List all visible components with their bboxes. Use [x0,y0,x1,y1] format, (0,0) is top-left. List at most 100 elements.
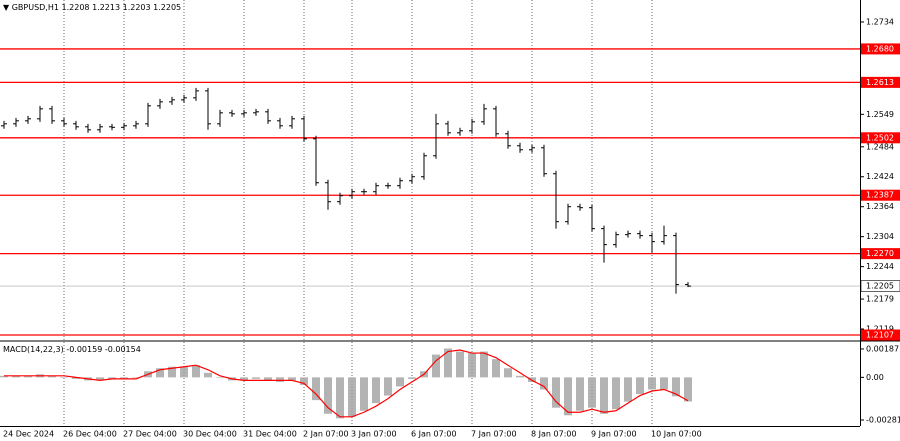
y-tick-label: 1.2549 [866,110,894,119]
macd-bar [564,377,572,416]
x-tick-label: 27 Dec 04:00 [123,430,177,439]
macd-y-tick-label: 0.00187 [866,344,899,353]
level-label: 1.2680 [866,44,894,53]
level-label-box [861,76,900,88]
macd-bar [252,377,260,379]
macd-bar [204,372,212,378]
macd-bar [192,365,200,378]
y-tick-label: 1.2179 [866,295,894,304]
macd-bar [588,377,596,408]
x-tick-label: 8 Jan 07:00 [531,430,577,439]
macd-bar [288,377,296,381]
macd-bar [324,377,332,414]
x-tick-label: 3 Jan 07:00 [351,430,397,439]
macd-bar [348,377,356,417]
y-tick-label: 1.2119 [866,325,894,334]
x-tick-label: 9 Jan 07:00 [591,430,637,439]
level-label-box [861,189,900,201]
macd-bar [312,377,320,401]
macd-bar [516,375,524,378]
macd-bar [108,377,116,379]
y-tick-label: 1.2734 [866,17,894,26]
level-label: 1.2107 [866,331,894,340]
macd-bar [12,375,20,378]
macd-bar [444,348,452,378]
macd-bar [216,377,224,378]
y-tick-label: 1.2484 [866,142,894,151]
macd-bar [132,377,140,378]
macd-bar [96,377,104,381]
level-label: 1.2502 [866,133,894,142]
macd-bar [264,377,272,381]
x-tick-label: 26 Dec 04:00 [63,430,117,439]
symbol: GBPUSD,H1 [12,3,59,12]
macd-bar [432,354,440,378]
macd-bar [360,377,368,411]
header-arrow: ▼ [3,3,12,12]
macd-bar [276,377,284,382]
last-high: 1.2213 [92,3,120,12]
macd-bar [72,377,80,379]
macd-bar [504,368,512,378]
macd-bar [480,351,488,378]
macd-bar [168,366,176,378]
x-tick-label: 10 Jan 07:00 [651,430,702,439]
y-tick-label: 1.2424 [866,172,894,181]
level-label: 1.2270 [866,249,894,258]
macd-bar [0,375,8,378]
last-open: 1.2208 [62,3,90,12]
macd-bar [48,375,56,378]
macd-bar [372,377,380,404]
macd-bar [408,377,416,379]
level-label-box [861,132,900,144]
macd-last: -0.00159 [66,345,102,354]
macd-bar [600,377,608,414]
macd-bar [528,377,536,382]
macd-bar [624,377,632,402]
x-tick-label: 2 Jan 07:00 [303,430,349,439]
x-tick-label: 6 Jan 07:00 [411,430,457,439]
level-label: 1.2387 [866,191,894,200]
macd-bar [24,375,32,378]
macd-bar [612,377,620,410]
macd-bar [684,377,692,402]
macd-bar [396,377,404,387]
level-label: 1.2613 [866,78,894,87]
macd-bar [636,377,644,395]
last-low: 1.2203 [123,3,151,12]
level-label-box [861,329,900,341]
y-tick-label: 1.2244 [866,262,894,271]
signal-last: -0.00154 [105,345,141,354]
macd-bar [492,359,500,378]
macd-bar [552,377,560,408]
current-price-label: 1.2205 [866,282,894,291]
level-label-box [861,43,900,55]
macd-bar [540,377,548,390]
y-tick-label: 1.2304 [866,232,894,241]
macd-bar [180,366,188,378]
macd-y-tick-label: 0.00 [866,373,884,382]
macd-bar [576,377,584,411]
level-label-box [861,248,900,260]
x-tick-label: 30 Dec 04:00 [183,430,237,439]
macd-bar [660,377,668,390]
macd-header: MACD(14,22,3) -0.00159 -0.00154 [3,345,141,354]
macd-bar [672,377,680,397]
plot [0,0,860,426]
macd-bar [300,377,308,385]
macd-bar [648,377,656,390]
macd-bar [384,377,392,396]
last-close: 1.2205 [153,3,181,12]
x-tick-label: 31 Dec 04:00 [243,430,297,439]
macd-bar [120,377,128,379]
macd-bar [60,377,68,378]
macd-bar [456,351,464,378]
macd-bar [240,377,248,381]
macd-bar [336,377,344,419]
chart-header: ▼ GBPUSD,H1 1.2208 1.2213 1.2203 1.2205 [3,3,181,12]
macd-y-tick-label: -0.00281 [866,415,900,424]
current-price-box [860,280,900,292]
macd-bar [156,368,164,378]
x-tick-label: 7 Jan 07:00 [471,430,517,439]
